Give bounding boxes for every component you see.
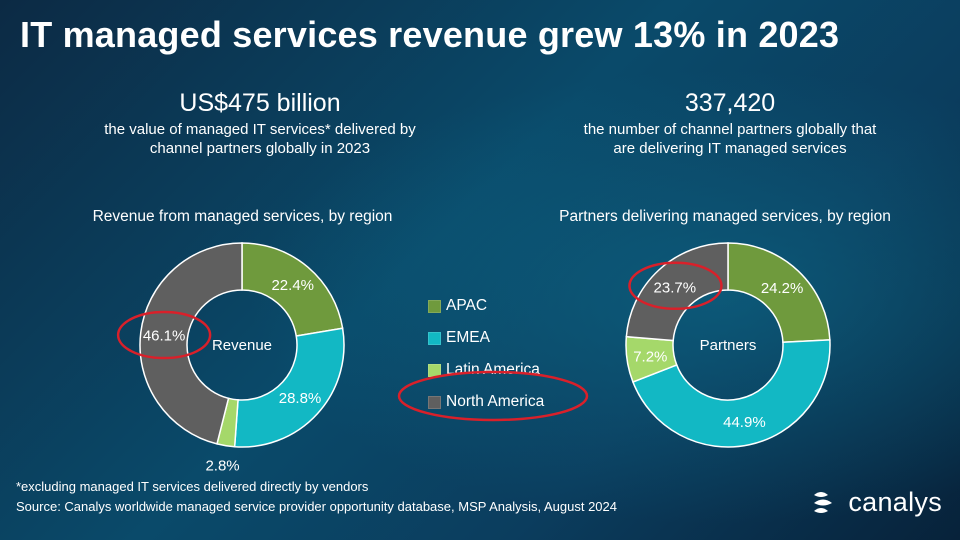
revenue-slice-emea xyxy=(233,327,345,448)
partners-label-emea: 44.9% xyxy=(723,414,766,431)
legend-swatch-emea xyxy=(428,331,441,345)
revenue-stat-value: US$475 billion xyxy=(179,89,341,117)
revenue-label-north-america: 46.1% xyxy=(143,327,186,344)
partners-stat-value: 337,420 xyxy=(684,89,776,117)
partners-stat-desc-line1: the number of channel partners globally … xyxy=(583,121,877,138)
legend-item-emea: EMEA xyxy=(428,322,544,354)
revenue-stat-desc-line1: the value of managed IT services* delive… xyxy=(104,121,416,138)
page-title: IT managed services revenue grew 13% in … xyxy=(20,14,840,55)
legend-swatch-north-america xyxy=(428,395,441,409)
revenue-label-emea: 28.8% xyxy=(279,390,322,407)
revenue-label-apac: 22.4% xyxy=(271,277,314,294)
partners-slice-apac xyxy=(727,242,831,344)
partners-stat-desc-line2: are delivering IT managed services xyxy=(613,140,847,157)
legend-label-north-america: North America xyxy=(446,393,545,410)
revenue-slice-apac xyxy=(241,242,344,337)
partners-label-north-america: 23.7% xyxy=(654,279,697,296)
partners-center-label: Partners xyxy=(700,337,757,354)
legend-label-apac: APAC xyxy=(446,297,488,314)
canalys-logo-icon xyxy=(814,491,833,513)
revenue-stat: US$475 billion the value of managed IT s… xyxy=(70,88,450,158)
footnote-exclusion: *excluding managed IT services delivered… xyxy=(16,479,369,494)
partners-label-apac: 24.2% xyxy=(761,280,804,297)
partners-highlight-ellipse xyxy=(628,261,723,311)
legend-item-north-america: North America xyxy=(428,386,544,418)
partners-donut-chart: 24.2% 44.9% 7.2% 23.7% Partners xyxy=(625,242,831,448)
revenue-stat-desc-line2: channel partners globally in 2023 xyxy=(149,140,371,157)
legend-swatch-apac xyxy=(428,299,441,313)
revenue-highlight-ellipse xyxy=(116,310,212,360)
legend-label-emea: EMEA xyxy=(446,329,490,346)
revenue-center-label: Revenue xyxy=(212,337,272,354)
revenue-donut-chart: 22.4% 28.8% 2.8% 46.1% Revenue xyxy=(116,242,345,474)
revenue-chart-title: Revenue from managed services, by region xyxy=(92,208,393,225)
revenue-slice-north-america xyxy=(139,242,243,445)
partners-label-latin-america: 7.2% xyxy=(633,348,667,365)
legend-highlight-ellipse xyxy=(397,370,589,422)
revenue-label-latin-america: 2.8% xyxy=(205,457,239,474)
footnote-source: Source: Canalys worldwide managed servic… xyxy=(16,499,617,514)
canalys-logo-text: canalys xyxy=(848,487,942,517)
partners-stat: 337,420 the number of channel partners g… xyxy=(530,88,930,158)
canalys-logo: canalys xyxy=(810,487,942,518)
legend-item-apac: APAC xyxy=(428,290,544,322)
partners-chart-title: Partners delivering managed services, by… xyxy=(559,208,891,225)
partners-slice-emea xyxy=(631,339,831,448)
